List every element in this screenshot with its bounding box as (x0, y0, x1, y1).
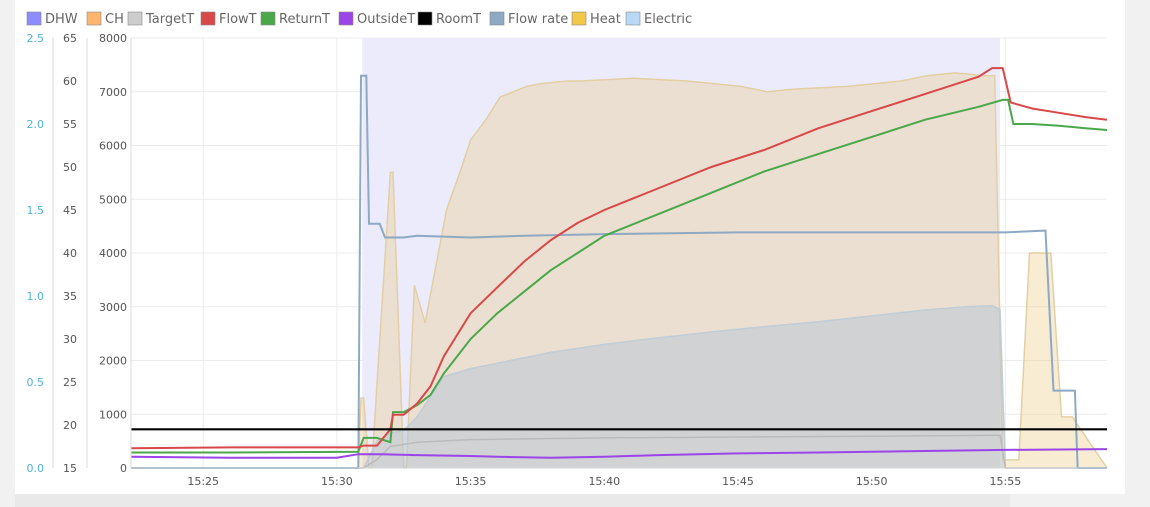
legend-swatch (338, 11, 354, 26)
bottom-strip (15, 494, 1010, 507)
series-outsidet-line (130, 448, 1108, 459)
legend-item-flow-rate[interactable]: Flow rate (489, 11, 568, 27)
tick-label-power: 0 (120, 462, 127, 475)
legend-item-electric[interactable]: Electric (625, 11, 692, 27)
tick-label-flowrate: 0.5 (27, 376, 45, 389)
legend-label: FlowT (219, 12, 257, 27)
tick-label-power: 5000 (99, 193, 127, 206)
tick-label-time: 15:45 (722, 475, 754, 488)
tick-label-flowrate: 2.5 (27, 32, 45, 45)
tick-label-temperature: 45 (63, 204, 77, 217)
legend-item-dhw[interactable]: DHW (26, 11, 78, 27)
tick-label-power: 8000 (99, 32, 127, 45)
legend-item-heat[interactable]: Heat (571, 11, 621, 27)
legend-item-targett[interactable]: TargetT (127, 11, 194, 27)
tick-label-power: 7000 (99, 86, 127, 99)
tick-label-time: 15:30 (321, 475, 353, 488)
legend-swatch (26, 11, 42, 26)
legend-swatch (86, 11, 102, 26)
legend-label: Electric (644, 12, 692, 27)
legend-label: OutsideT (357, 12, 415, 27)
tick-label-flowrate: 1.5 (27, 204, 45, 217)
tick-label-time: 15:25 (187, 475, 219, 488)
legend-item-flowt[interactable]: FlowT (200, 11, 257, 27)
tick-label-temperature: 50 (63, 161, 77, 174)
series-dhw-band (362, 38, 1001, 468)
legend-swatch (625, 11, 641, 26)
series-heat-area (131, 72, 1107, 469)
tick-label-power: 4000 (99, 247, 127, 260)
legend: DHW CH TargetT FlowT ReturnT OutsideT RoomT Flo… (26, 11, 692, 27)
legend-item-outsidet[interactable]: OutsideT (338, 11, 415, 27)
tick-label-time: 15:50 (856, 475, 888, 488)
tick-label-temperature: 60 (63, 75, 77, 88)
legend-label: RoomT (436, 12, 481, 27)
legend-item-returnt[interactable]: ReturnT (260, 11, 330, 27)
legend-swatch (417, 11, 433, 26)
tick-label-temperature: 35 (63, 290, 77, 303)
tick-label-power: 6000 (99, 140, 127, 153)
legend-item-ch[interactable]: CH (86, 11, 124, 27)
axes: 0.0 0.5 1.0 1.5 2.0 2.5 15 20 25 30 35 40 45 50 55 60 65… (27, 32, 1107, 488)
tick-label-temperature: 55 (63, 118, 77, 131)
tick-label-flowrate: 2.0 (27, 118, 45, 131)
legend-swatch (571, 11, 587, 26)
series-returnt-line (131, 98, 1108, 454)
legend-label: Flow rate (508, 12, 568, 27)
tick-label-temperature: 15 (63, 462, 77, 475)
tick-label-temperature: 20 (63, 419, 77, 432)
tick-label-power: 3000 (99, 301, 127, 314)
legend-label: CH (105, 12, 124, 27)
tick-label-temperature: 25 (63, 376, 77, 389)
tick-label-flowrate: 0.0 (27, 462, 45, 475)
legend-swatch (127, 11, 143, 26)
series-layer (130, 38, 1108, 469)
tick-label-temperature: 40 (63, 247, 77, 260)
tick-label-time: 15:55 (990, 475, 1022, 488)
legend-item-roomt[interactable]: RoomT (417, 11, 481, 27)
tick-label-time: 15:35 (455, 475, 487, 488)
series-electric-area (131, 305, 1107, 468)
tick-label-temperature: 65 (63, 32, 77, 45)
legend-label: Heat (590, 12, 621, 27)
legend-swatch (489, 11, 505, 26)
tick-label-time: 15:40 (588, 475, 620, 488)
tick-label-power: 1000 (99, 408, 127, 421)
legend-swatch (200, 11, 216, 26)
series-flow-rate-line (131, 74, 1107, 469)
tick-label-temperature: 30 (63, 333, 77, 346)
tick-label-power: 2000 (99, 355, 127, 368)
tick-label-flowrate: 1.0 (27, 290, 45, 303)
legend-label: TargetT (145, 12, 194, 27)
legend-swatch (260, 11, 276, 26)
legend-label: ReturnT (279, 12, 330, 27)
legend-label: DHW (45, 12, 78, 27)
